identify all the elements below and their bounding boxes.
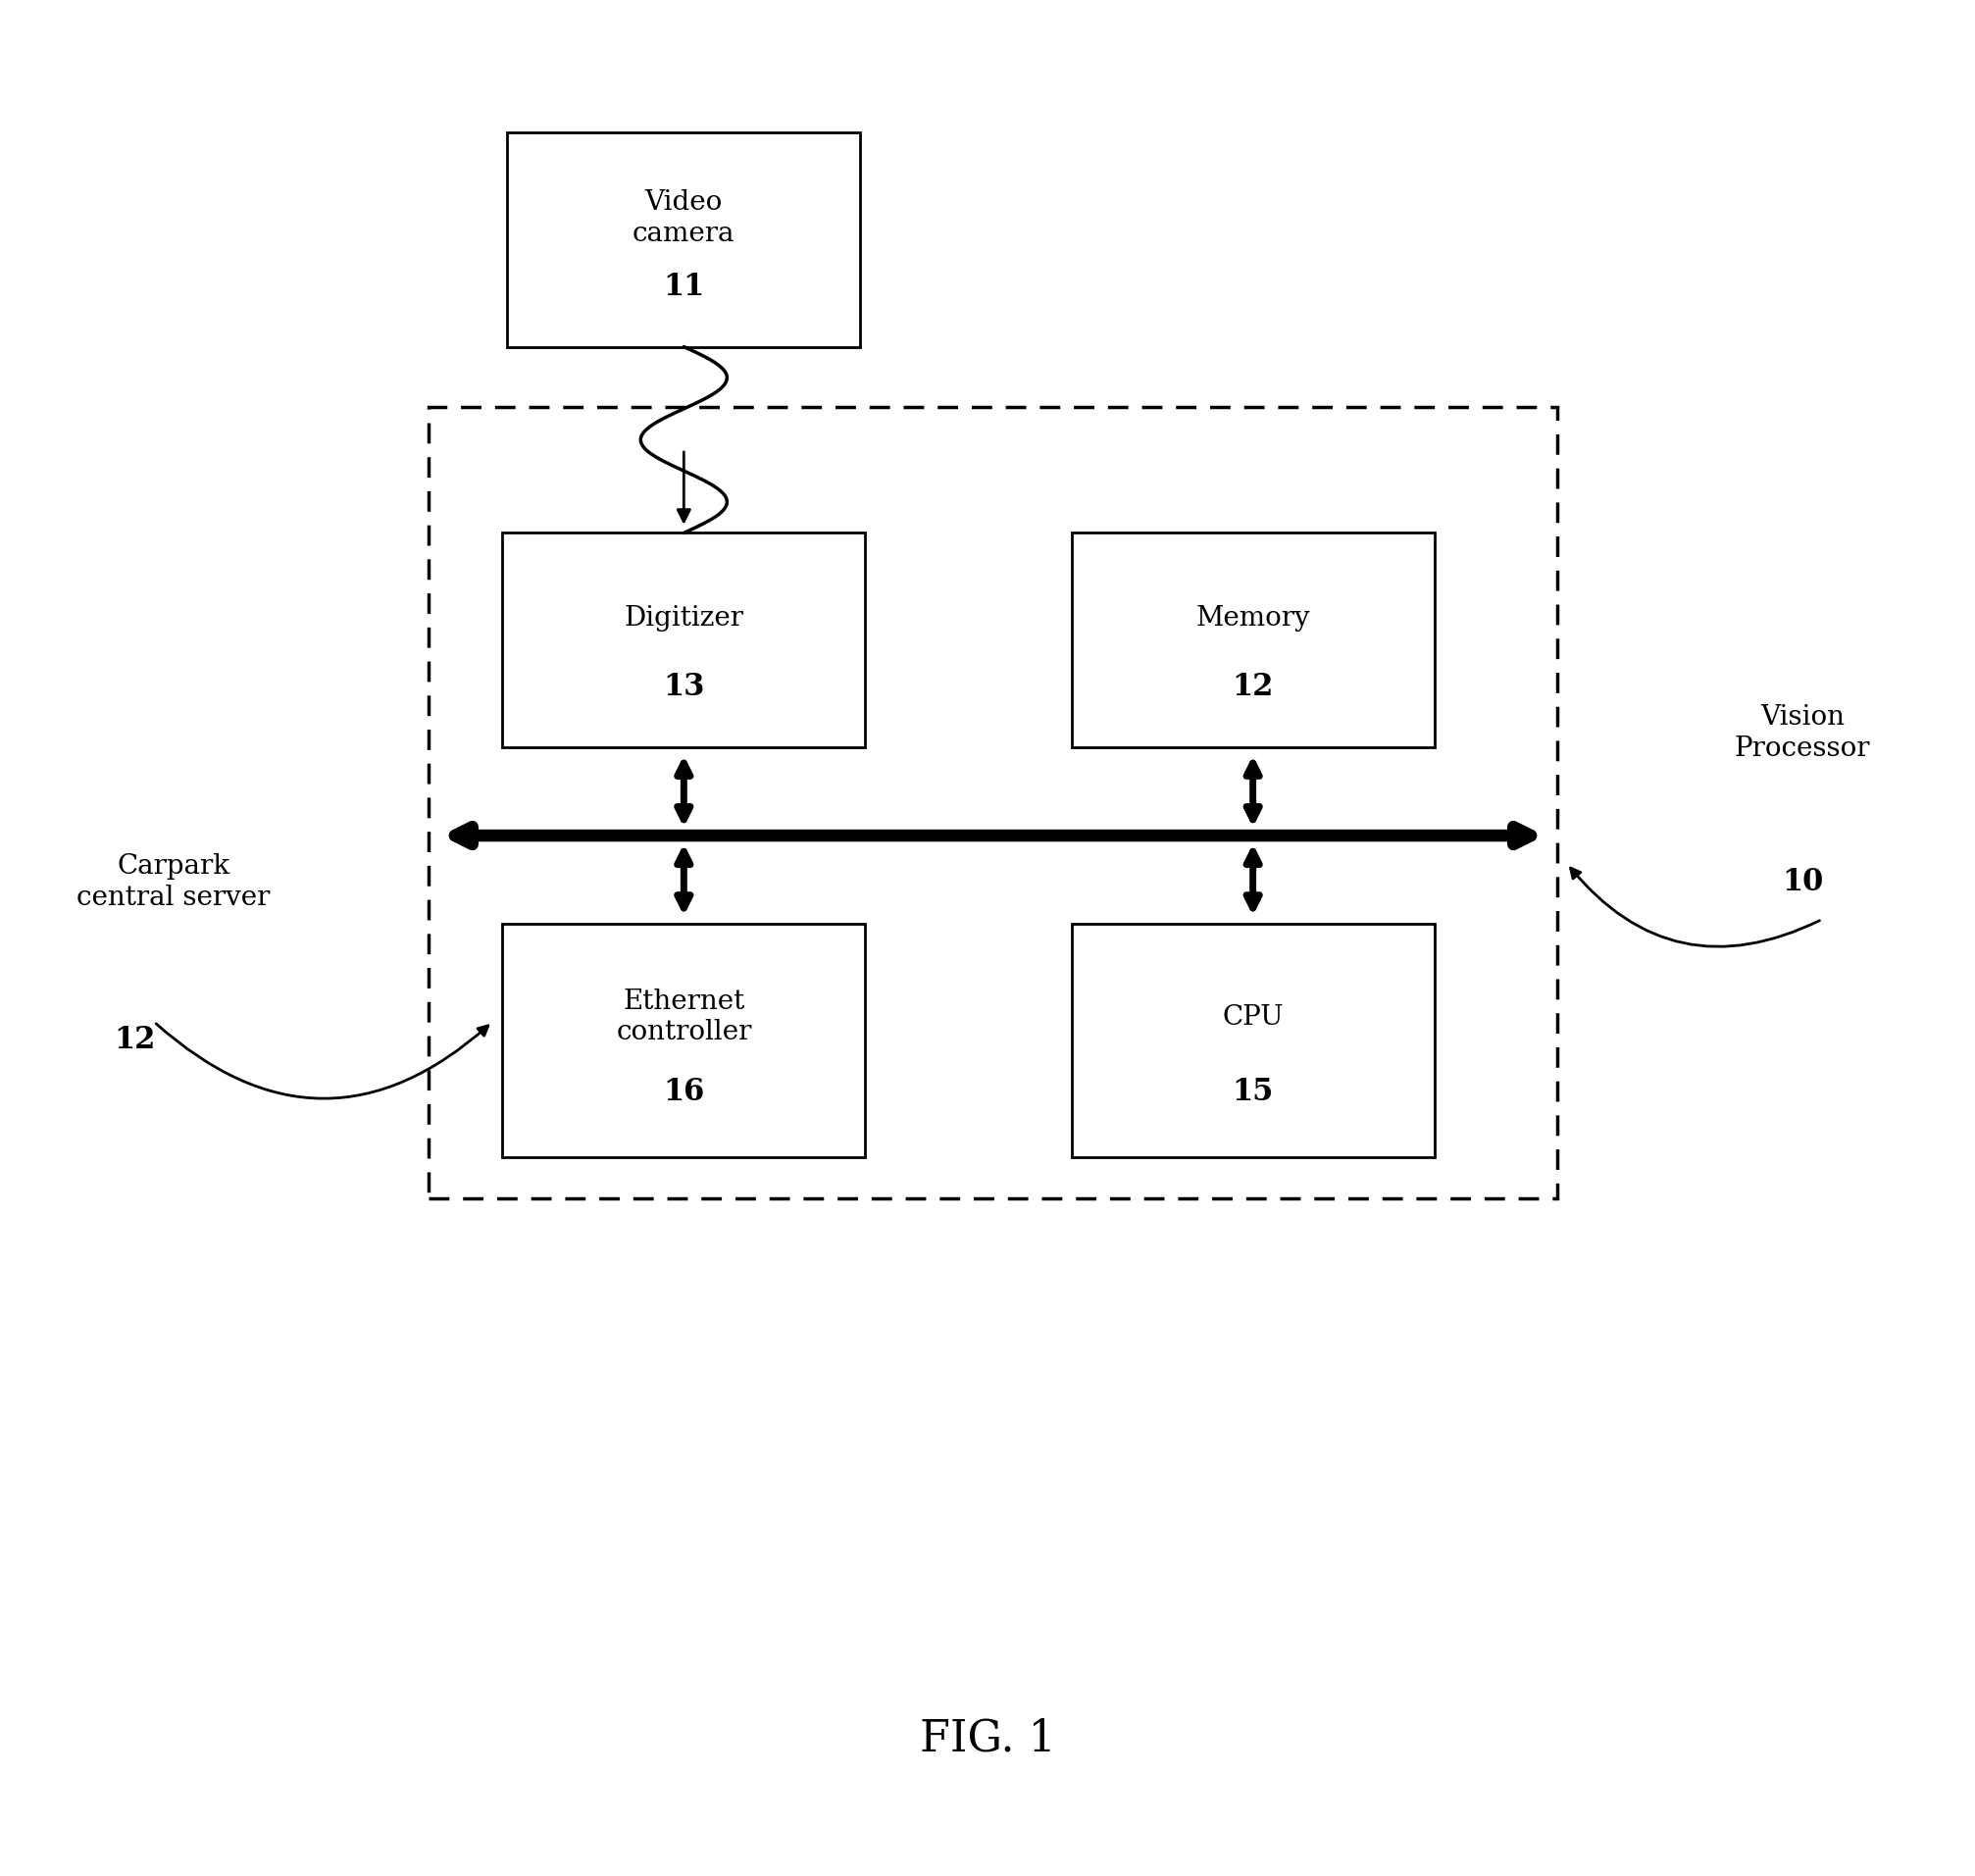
Text: 16: 16 — [664, 1077, 705, 1107]
Text: Ethernet
controller: Ethernet controller — [616, 989, 750, 1045]
Text: 12: 12 — [113, 1024, 156, 1056]
Text: 13: 13 — [664, 672, 705, 702]
FancyBboxPatch shape — [502, 533, 865, 747]
Text: 12: 12 — [1232, 672, 1274, 702]
FancyBboxPatch shape — [1070, 925, 1434, 1157]
Text: CPU: CPU — [1223, 1004, 1284, 1030]
Text: Vision
Processor: Vision Processor — [1734, 705, 1870, 762]
FancyBboxPatch shape — [508, 133, 859, 347]
Text: Memory: Memory — [1195, 606, 1309, 632]
FancyBboxPatch shape — [502, 925, 865, 1157]
Text: Digitizer: Digitizer — [624, 606, 743, 632]
Text: Carpark
central server: Carpark central server — [77, 854, 271, 910]
Text: 10: 10 — [1781, 867, 1823, 897]
Text: 15: 15 — [1232, 1077, 1274, 1107]
Text: Video
camera: Video camera — [632, 189, 735, 248]
FancyBboxPatch shape — [1070, 533, 1434, 747]
Text: 11: 11 — [664, 272, 705, 302]
Text: FIG. 1: FIG. 1 — [920, 1718, 1055, 1760]
